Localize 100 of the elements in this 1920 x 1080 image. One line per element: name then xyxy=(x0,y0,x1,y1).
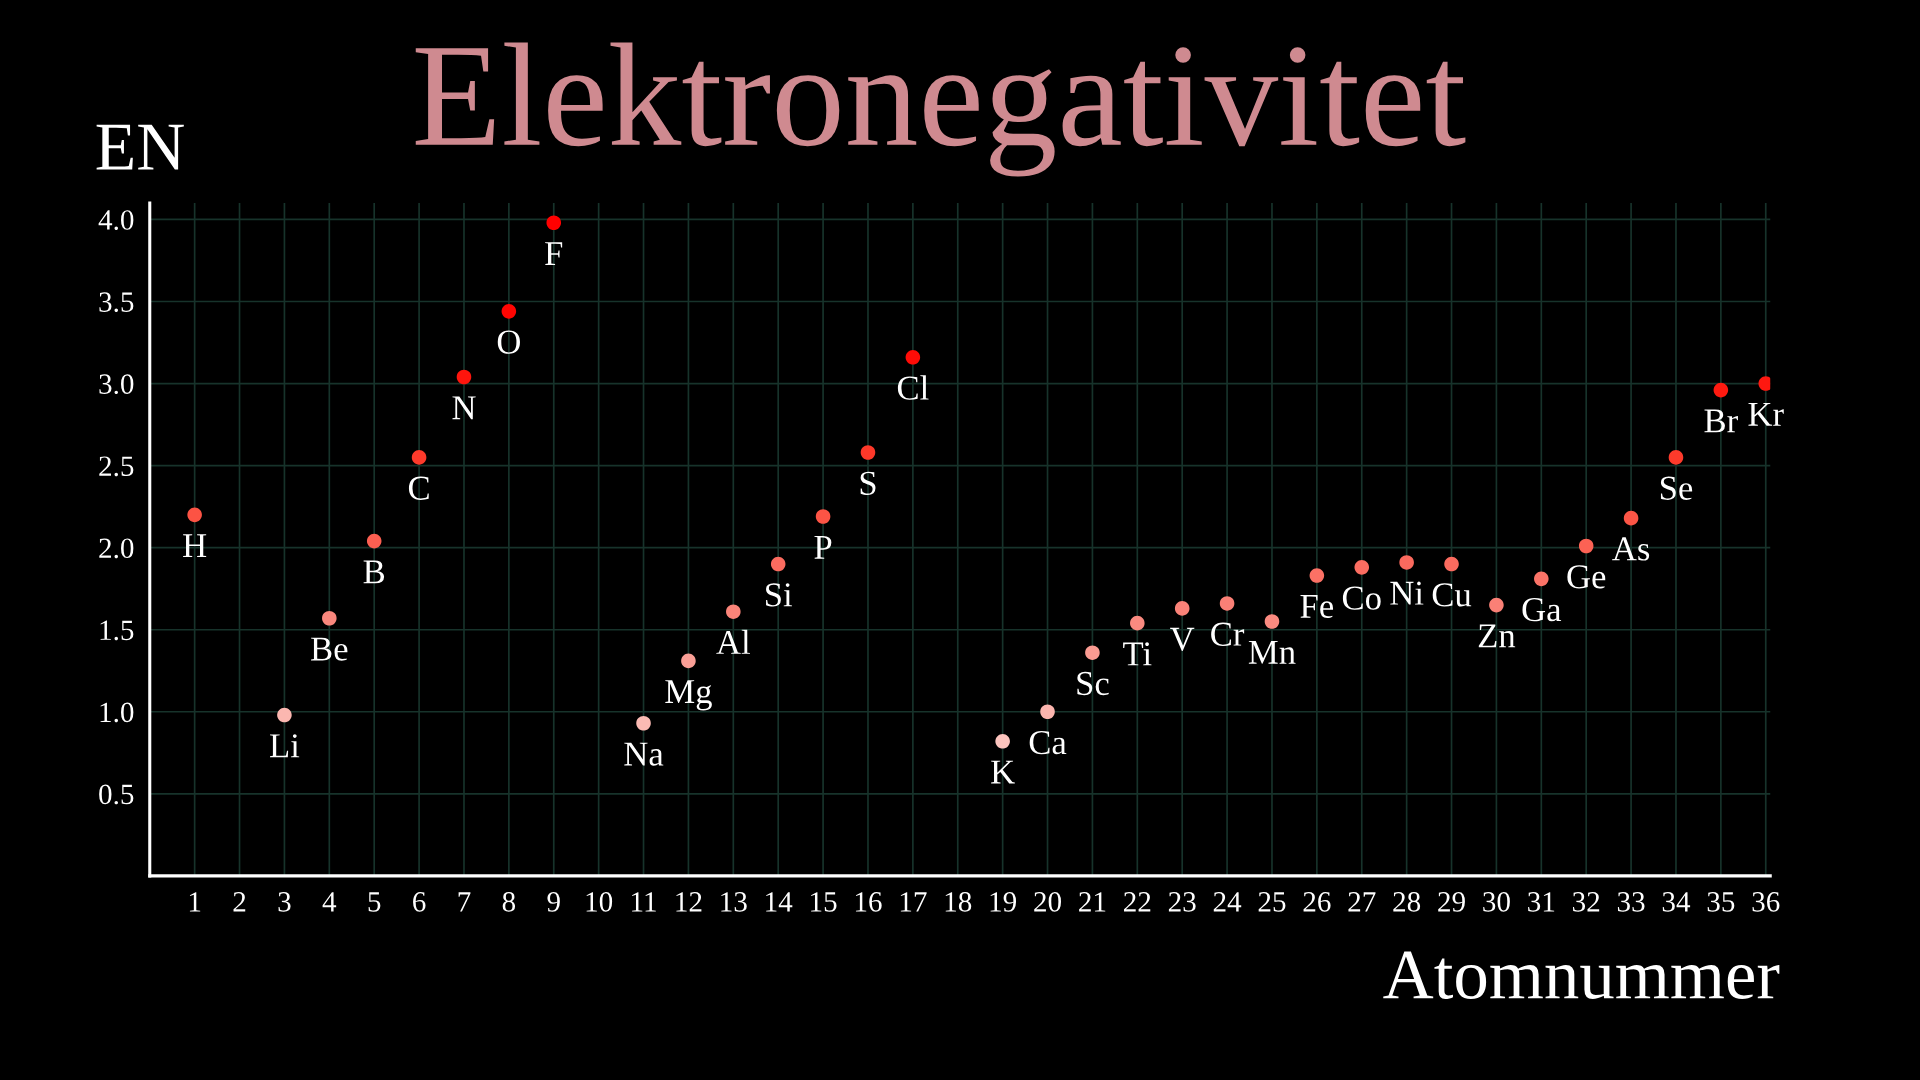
point xyxy=(1219,596,1235,611)
annotation: Fe xyxy=(1300,594,1334,619)
annotation: H xyxy=(183,534,207,557)
x-tick-label: 23 xyxy=(1168,892,1196,912)
annotation: Be xyxy=(311,637,348,661)
y-tick-label: 4.0 xyxy=(98,210,134,230)
point xyxy=(1174,601,1190,616)
chart-title: Elektronegativitet xyxy=(415,42,1466,177)
y-tick-label: 3.0 xyxy=(99,374,134,395)
annotation: Li xyxy=(270,734,300,758)
point xyxy=(1578,538,1594,554)
point xyxy=(905,350,921,365)
x-tick-label: 2 xyxy=(233,892,246,912)
x-tick-label: 1 xyxy=(189,892,201,912)
point xyxy=(1085,645,1100,660)
annotation: B xyxy=(363,560,385,584)
y-tick-label: 1.0 xyxy=(100,702,134,723)
x-tick-label: 22 xyxy=(1124,892,1151,912)
point xyxy=(366,533,382,549)
annotation: K xyxy=(991,760,1015,784)
annotation: Zn xyxy=(1478,624,1516,648)
y-tick-label: 2.0 xyxy=(99,538,134,559)
point xyxy=(1354,560,1370,575)
x-tick-label: 35 xyxy=(1707,892,1735,912)
point xyxy=(860,445,876,460)
x-tick-label: 30 xyxy=(1483,892,1510,912)
y-tick-label: 2.5 xyxy=(99,456,134,477)
x-tick-label: 15 xyxy=(811,892,837,912)
point xyxy=(277,707,292,723)
annotation: Cu xyxy=(1432,583,1472,607)
annotation: C xyxy=(408,476,429,500)
x-tick-label: 4 xyxy=(322,892,337,912)
annotation: Mg xyxy=(665,680,712,711)
point xyxy=(1444,556,1459,572)
point xyxy=(1309,568,1325,583)
point xyxy=(1399,555,1414,570)
point xyxy=(1534,571,1549,587)
annotation: Si xyxy=(766,583,793,607)
annotation: Ni xyxy=(1390,581,1424,605)
annotation: S xyxy=(860,471,876,495)
x-tick-label: 14 xyxy=(766,892,793,912)
x-tick-label: 19 xyxy=(990,892,1017,912)
y-axis-title: EN xyxy=(96,124,184,170)
point xyxy=(187,507,202,523)
point xyxy=(770,556,786,572)
y-tick-label: 1.5 xyxy=(100,620,134,641)
annotation: Co xyxy=(1342,586,1381,610)
annotation: F xyxy=(545,242,563,265)
point xyxy=(995,734,1010,749)
x-tick-label: 7 xyxy=(458,892,471,912)
point xyxy=(456,369,472,385)
x-tick-label: 8 xyxy=(502,892,516,912)
x-tick-label: 10 xyxy=(586,892,613,912)
x-tick-label: 36 xyxy=(1752,892,1780,912)
annotation: Al xyxy=(716,629,750,654)
annotation: N xyxy=(452,396,476,420)
y-tick-label: 3.5 xyxy=(99,292,134,313)
y-tick-label: 0.5 xyxy=(99,784,134,805)
point xyxy=(681,653,696,669)
annotation: Cl xyxy=(897,375,929,400)
x-tick-label: 34 xyxy=(1662,892,1691,912)
x-tick-label: 21 xyxy=(1079,892,1106,912)
point xyxy=(1130,615,1145,631)
annotation: Kr xyxy=(1748,402,1784,426)
point xyxy=(1489,597,1504,613)
point xyxy=(1040,704,1055,720)
annotation: V xyxy=(1170,627,1195,652)
x-tick-label: 12 xyxy=(676,892,702,912)
x-tick-label: 25 xyxy=(1258,892,1286,912)
x-tick-label: 13 xyxy=(721,892,747,912)
annotation: Cr xyxy=(1211,622,1245,646)
x-tick-label: 17 xyxy=(900,892,927,912)
point xyxy=(1623,510,1639,526)
x-tick-label: 16 xyxy=(855,892,882,912)
annotation: Ti xyxy=(1123,642,1152,666)
x-tick-label: 20 xyxy=(1034,892,1061,912)
annotation: Ga xyxy=(1522,598,1562,622)
annotation: As xyxy=(1612,537,1650,561)
point xyxy=(1713,382,1729,398)
x-tick-label: 3 xyxy=(278,892,291,912)
annotation: O xyxy=(497,330,520,354)
point xyxy=(501,304,517,319)
annotation: Mn xyxy=(1248,640,1296,664)
annotation: Na xyxy=(624,742,664,766)
x-tick-label: 27 xyxy=(1348,892,1376,912)
annotation: Se xyxy=(1660,476,1693,500)
x-tick-label: 5 xyxy=(368,892,381,912)
x-tick-label: 33 xyxy=(1617,892,1645,912)
point xyxy=(1668,450,1684,465)
x-tick-label: 18 xyxy=(945,892,972,912)
point xyxy=(636,715,651,731)
x-tick-label: 28 xyxy=(1393,892,1421,912)
point xyxy=(815,509,831,524)
x-tick-label: 24 xyxy=(1213,892,1242,912)
annotation: Ge xyxy=(1567,565,1606,589)
annotation: P xyxy=(814,535,832,559)
point xyxy=(726,604,741,619)
annotation: Ca xyxy=(1029,730,1067,755)
annotation: Sc xyxy=(1077,671,1109,696)
x-tick-label: 6 xyxy=(413,892,426,912)
